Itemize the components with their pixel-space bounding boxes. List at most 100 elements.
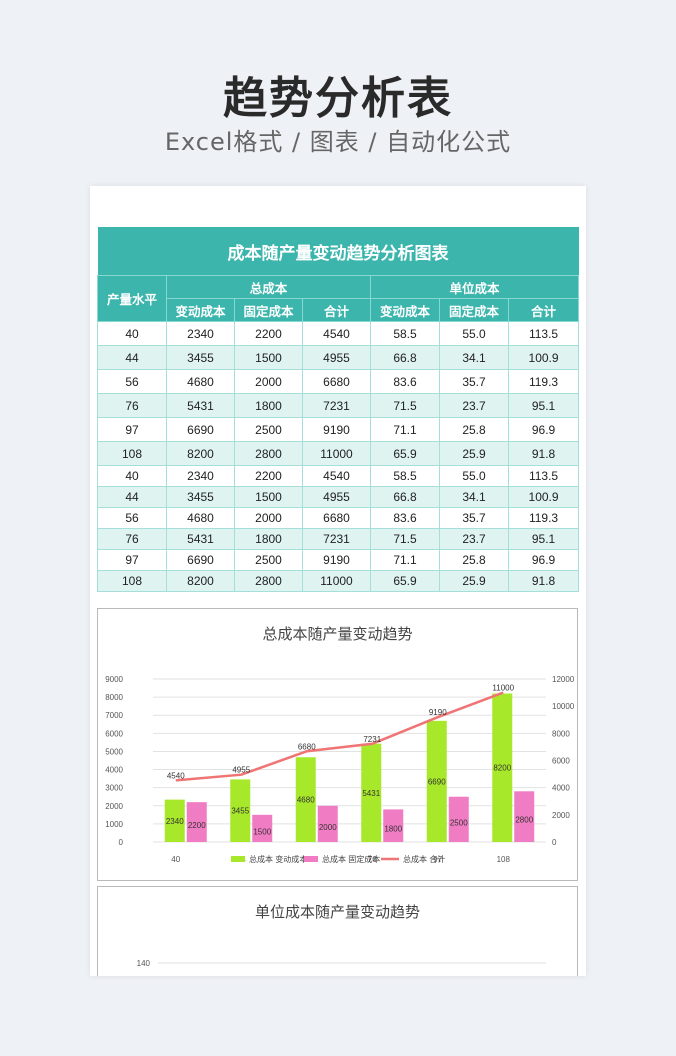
bar-variable-cost (361, 743, 382, 842)
table-cell: 66.8 (370, 345, 440, 370)
unit-cost-chart: 单位成本随产量变动趋势 140 (97, 886, 578, 976)
y2-axis-tick-label: 6000 (552, 757, 570, 766)
table-cell: 6690 (166, 417, 235, 442)
table-cell: 25.9 (439, 441, 509, 466)
data-label: 2000 (319, 823, 337, 832)
table-cell: 2200 (234, 465, 303, 487)
table-cell: 3455 (166, 486, 235, 508)
table-cell: 76 (97, 393, 167, 418)
table-title: 成本随产量变动趋势分析图表 (97, 227, 579, 276)
table-cell: 2500 (234, 417, 303, 442)
table-cell: 3455 (166, 345, 235, 370)
table-cell: 65.9 (370, 570, 440, 592)
bar-variable-cost (426, 720, 447, 842)
data-label: 6690 (428, 777, 446, 786)
table-cell: 4680 (166, 369, 235, 394)
subheader: 固定成本 (439, 298, 509, 322)
table-cell: 6690 (166, 549, 235, 571)
subheader: 合计 (302, 298, 371, 322)
bar-fixed-cost (186, 802, 207, 842)
y2-axis-tick-label: 0 (552, 838, 557, 847)
table-cell: 25.8 (439, 417, 509, 442)
header-unit-cost: 单位成本 (369, 275, 580, 299)
table-cell: 56 (97, 369, 167, 394)
bar-fixed-cost (514, 791, 535, 842)
subheader: 合计 (507, 298, 580, 322)
data-label: 11000 (492, 684, 514, 693)
table-row: 76 5431 1800 7231 71.5 23.7 95.1 (97, 393, 580, 418)
cost-table-wrapper: 成本随产量变动趋势分析图表 产量水平 总成本 单位成本 变动成本 固定成本 合计… (97, 227, 580, 592)
table-cell: 56 (97, 507, 167, 529)
page-title: 趋势分析表 (223, 73, 453, 124)
table-cell: 6680 (302, 507, 371, 529)
table-cell: 11000 (302, 441, 371, 466)
table-row: 44 3455 1500 4955 66.8 34.1 100.9 (97, 345, 580, 370)
table-cell: 35.7 (439, 507, 509, 529)
data-label: 7231 (363, 735, 381, 744)
legend-swatch (304, 856, 318, 862)
unit-cost-chart-svg: 140 (137, 959, 546, 968)
table-row: 108 8200 2800 11000 65.9 25.9 91.8 (97, 441, 580, 466)
table-cell: 5431 (166, 393, 235, 418)
table-cell: 1500 (234, 486, 303, 508)
table-cell: 71.1 (370, 549, 440, 571)
table-cell: 7231 (302, 393, 371, 418)
table-cell: 65.9 (370, 441, 440, 466)
table-cell: 2000 (234, 369, 303, 394)
table-cell: 91.8 (507, 441, 580, 466)
y2-axis-tick-label: 12000 (552, 675, 575, 684)
table-cell: 11000 (302, 570, 371, 592)
table-row: 97 6690 2500 9190 71.1 25.8 96.9 (97, 549, 580, 571)
y-axis-tick-label: 0 (119, 838, 124, 847)
y-axis-tick-label: 6000 (105, 729, 123, 738)
table-cell: 119.3 (507, 507, 580, 529)
data-label: 1500 (253, 827, 271, 836)
chart-title: 单位成本随产量变动趋势 (254, 903, 420, 921)
table-cell: 95.1 (507, 393, 580, 418)
table-cell: 4680 (166, 507, 235, 529)
table-cell: 9190 (302, 417, 371, 442)
x-axis-tick-label: 97 (433, 855, 442, 864)
table-cell: 95.1 (507, 528, 580, 550)
table-cell: 25.8 (439, 549, 509, 571)
data-label: 3455 (231, 807, 249, 816)
legend-label: 总成本 固定成本 (322, 854, 380, 864)
table-cell: 55.0 (439, 465, 509, 487)
bar-fixed-cost (252, 814, 273, 842)
data-label: 1800 (384, 825, 402, 834)
table-cell: 1500 (234, 345, 303, 370)
table-cell: 97 (97, 549, 167, 571)
bar-fixed-cost (317, 805, 338, 842)
y2-axis-tick-label: 4000 (552, 784, 570, 793)
table-row: 40 2340 2200 4540 58.5 55.0 113.5 (97, 465, 580, 487)
data-label: 2800 (515, 816, 533, 825)
table-cell: 100.9 (507, 486, 580, 508)
spreadsheet-preview: 成本随产量变动趋势分析图表 产量水平 总成本 单位成本 变动成本 固定成本 合计… (90, 186, 586, 976)
table-row: 56 4680 2000 6680 83.6 35.7 119.3 (97, 369, 580, 394)
table-cell: 4955 (302, 486, 371, 508)
table-row: 97 6690 2500 9190 71.1 25.8 96.9 (97, 417, 580, 442)
table-cell: 71.5 (370, 393, 440, 418)
table-cell: 2340 (166, 321, 235, 346)
y-axis-tick-label: 5000 (105, 747, 123, 756)
table-cell: 100.9 (507, 345, 580, 370)
y-axis-tick-label: 7000 (105, 711, 123, 720)
table-cell: 7231 (302, 528, 371, 550)
bar-variable-cost (164, 799, 185, 842)
table-cell: 40 (97, 321, 167, 346)
data-label: 4955 (232, 766, 250, 775)
total-cost-chart-svg: 0 1000 2000 3000 4000 5000 6000 7000 8000 9000 0 20… (105, 675, 575, 864)
table-cell: 1800 (234, 528, 303, 550)
data-label: 8200 (493, 764, 511, 773)
legend-label: 总成本 变动成本 (249, 854, 307, 864)
y-axis-tick-label: 9000 (105, 675, 123, 684)
table-cell: 23.7 (439, 528, 509, 550)
data-label: 6680 (298, 742, 316, 751)
table-cell: 58.5 (370, 465, 440, 487)
table-cell: 2000 (234, 507, 303, 529)
legend-swatch (231, 856, 245, 862)
table-cell: 113.5 (507, 465, 580, 487)
table-cell: 71.5 (370, 528, 440, 550)
table-cell: 44 (97, 345, 167, 370)
y-axis-tick-label: 140 (137, 959, 151, 968)
